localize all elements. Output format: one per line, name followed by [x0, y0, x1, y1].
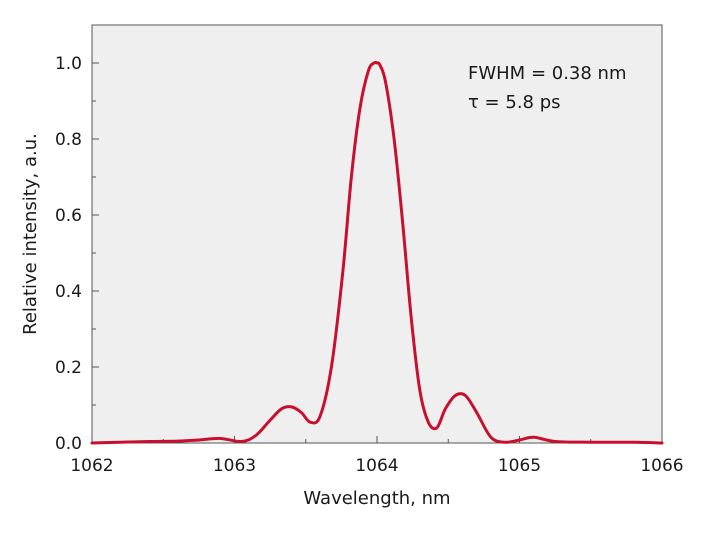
x-tick-label: 1065	[498, 456, 541, 476]
y-tick-label: 1.0	[55, 54, 82, 74]
y-tick-label: 0.6	[55, 206, 82, 226]
x-axis: 1062 1063 1064 1065 1066	[70, 436, 684, 476]
series-line	[90, 60, 664, 445]
y-tick-label: 0.2	[55, 358, 82, 378]
annotation-fwhm: FWHM = 0.38 nm	[468, 63, 626, 84]
y-tick-label: 0.4	[55, 282, 82, 302]
y-tick-label: 0.0	[55, 434, 82, 454]
x-tick-label: 1066	[640, 456, 683, 476]
annotation-tau: τ = 5.8 ps	[468, 92, 561, 113]
x-axis-title: Wavelength, nm	[303, 488, 450, 509]
plot-area	[91, 24, 663, 444]
x-tick-label: 1062	[70, 456, 113, 476]
y-axis: 0.0 0.2 0.4 0.6 0.8 1.0	[55, 24, 99, 454]
y-axis-title: Relative intensity, a.u.	[20, 133, 41, 335]
y-tick-label: 0.8	[55, 130, 82, 150]
x-tick-label: 1064	[355, 456, 398, 476]
x-tick-label: 1063	[213, 456, 256, 476]
